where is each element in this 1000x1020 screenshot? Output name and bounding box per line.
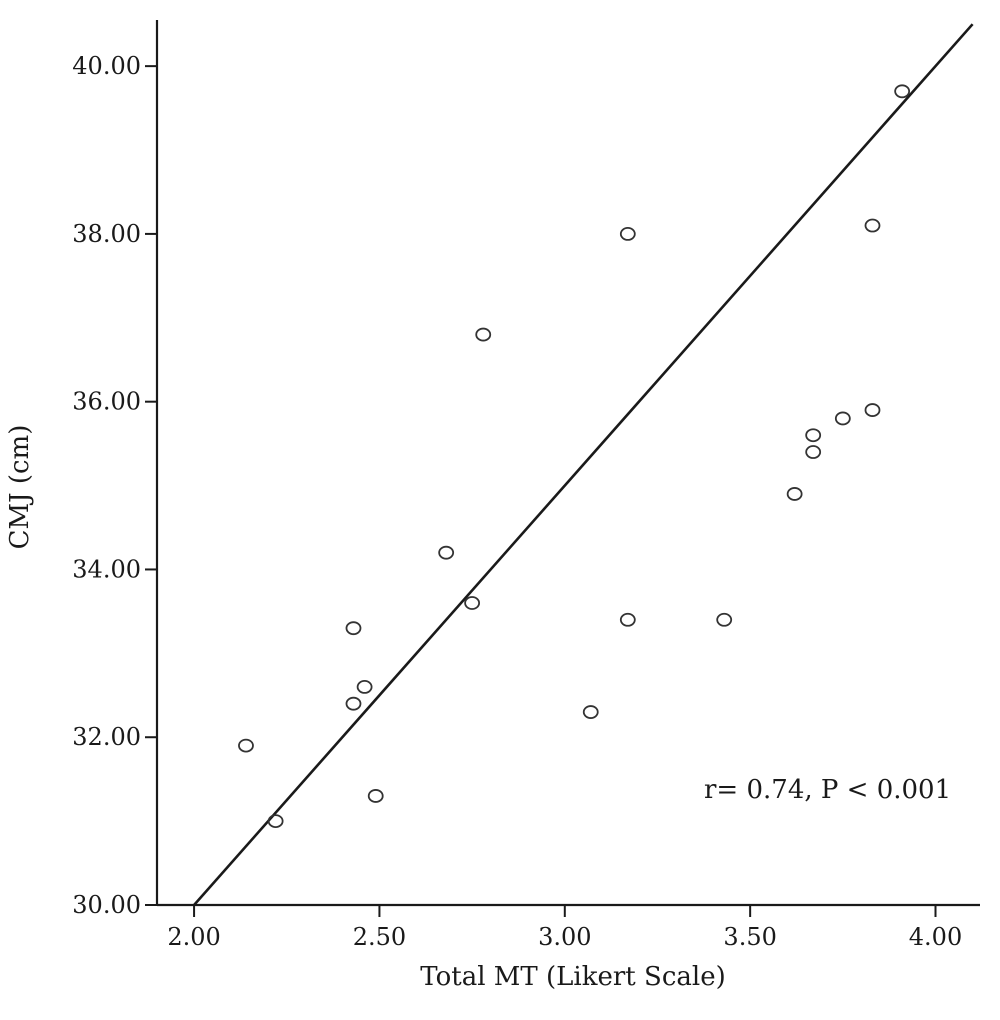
x-axis-label: Total MT (Likert Scale): [420, 962, 725, 992]
ticks: 30.00 32.00 34.00 36.00 38.00 40.00 2.00 2.50 3.…: [72, 52, 962, 951]
data-point: [716, 612, 733, 627]
data-point: [894, 84, 911, 99]
y-tick-label: 36.00: [72, 388, 141, 416]
data-point: [834, 411, 851, 426]
data-point: [864, 218, 881, 233]
data-point: [475, 327, 492, 342]
data-point: [805, 445, 822, 459]
y-tick-label: 32.00: [72, 723, 141, 751]
x-tick-label: 4.00: [909, 923, 962, 951]
axes: [155, 20, 980, 907]
data-point: [267, 814, 284, 829]
y-tick-label: 30.00: [72, 891, 141, 919]
data-point: [464, 596, 481, 610]
data-point: [864, 403, 881, 417]
y-axis-label: CMJ (cm): [5, 425, 35, 550]
data-point: [619, 227, 636, 241]
data-point: [345, 621, 362, 636]
data-point: [345, 696, 362, 711]
data-point: [238, 738, 254, 753]
data-point: [619, 612, 636, 627]
data-point: [367, 789, 384, 803]
regression-line-group: [193, 23, 974, 906]
x-tick-label: 3.50: [723, 923, 776, 951]
data-point: [805, 428, 822, 443]
y-tick-label: 38.00: [72, 220, 141, 248]
y-tick-label: 40.00: [72, 52, 141, 80]
data-point: [356, 679, 373, 694]
x-tick-label: 3.00: [538, 923, 591, 951]
correlation-annotation: r= 0.74, P < 0.001: [704, 775, 951, 805]
data-point: [786, 487, 803, 501]
data-point: [438, 545, 455, 560]
x-tick-label: 2.00: [167, 923, 220, 951]
data-points: [238, 84, 911, 829]
regression-line: [193, 23, 974, 906]
y-tick-label: 34.00: [72, 555, 141, 583]
x-tick-label: 2.50: [353, 923, 406, 951]
data-point: [582, 705, 599, 719]
